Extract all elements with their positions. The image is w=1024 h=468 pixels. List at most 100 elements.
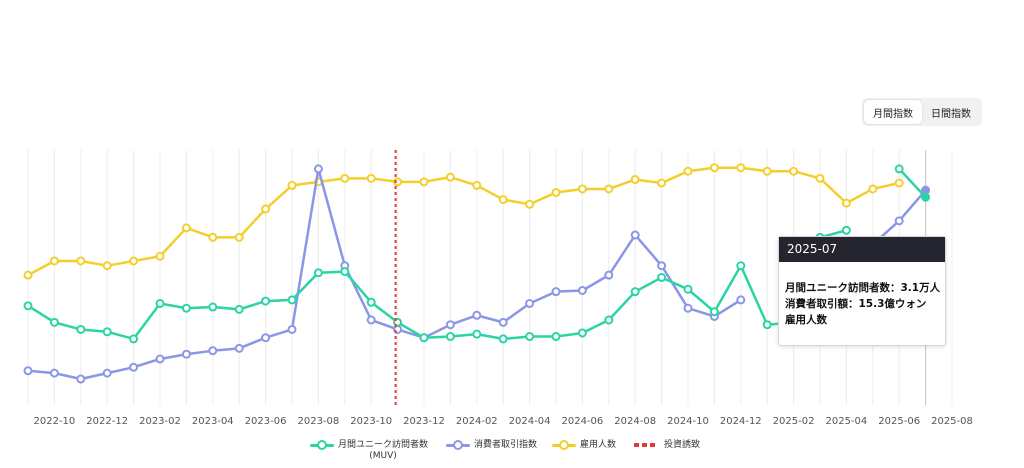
data-point-muv[interactable]: [472, 329, 482, 339]
data-point-employment[interactable]: [789, 166, 799, 176]
data-point-muv[interactable]: [445, 332, 455, 342]
legend-item-investment[interactable]: 投資誘致: [634, 440, 700, 451]
data-point-consumer[interactable]: [181, 349, 191, 359]
data-point-muv[interactable]: [841, 225, 851, 235]
data-point-employment[interactable]: [815, 173, 825, 183]
data-point-muv[interactable]: [577, 328, 587, 338]
data-point-consumer[interactable]: [208, 346, 218, 356]
data-point-consumer[interactable]: [630, 230, 640, 240]
tooltip-consumer-line: 消費者取引額：15.3億ウォン: [785, 298, 927, 310]
data-point-consumer[interactable]: [894, 216, 904, 226]
data-point-employment[interactable]: [604, 184, 614, 194]
data-point-consumer[interactable]: [129, 362, 139, 372]
data-point-consumer[interactable]: [313, 164, 323, 174]
data-point-employment[interactable]: [208, 232, 218, 242]
data-point-consumer[interactable]: [287, 324, 297, 334]
data-point-muv[interactable]: [155, 298, 165, 308]
monthly-index-button[interactable]: 月間指数: [864, 100, 922, 124]
data-point-muv[interactable]: [261, 296, 271, 306]
data-point-muv[interactable]: [630, 287, 640, 297]
data-point-employment[interactable]: [683, 166, 693, 176]
legend-item-employment[interactable]: 雇用人数: [552, 440, 616, 451]
data-point-muv[interactable]: [181, 303, 191, 313]
data-point-muv[interactable]: [736, 261, 746, 271]
data-point-employment[interactable]: [49, 256, 59, 266]
data-point-consumer[interactable]: [577, 285, 587, 295]
data-point-employment[interactable]: [525, 199, 535, 209]
x-tick-label: 2024-06: [562, 416, 604, 427]
data-point-muv[interactable]: [419, 333, 429, 343]
data-point-employment[interactable]: [287, 180, 297, 190]
data-point-employment[interactable]: [472, 180, 482, 190]
daily-index-button[interactable]: 日間指数: [931, 108, 971, 120]
data-point-employment[interactable]: [366, 173, 376, 183]
data-point-consumer[interactable]: [683, 303, 693, 313]
data-point-muv[interactable]: [498, 334, 508, 344]
data-point-muv[interactable]: [102, 327, 112, 337]
data-point-muv[interactable]: [657, 273, 667, 282]
data-point-muv[interactable]: [313, 268, 323, 278]
x-tick-label: 2024-02: [456, 416, 498, 427]
data-point-muv[interactable]: [287, 295, 297, 305]
data-point-employment[interactable]: [630, 175, 640, 185]
data-point-muv[interactable]: [683, 284, 693, 294]
data-point-consumer[interactable]: [102, 368, 112, 378]
data-point-muv[interactable]: [366, 297, 376, 307]
data-point-employment[interactable]: [76, 256, 86, 266]
data-point-muv-active[interactable]: [921, 192, 931, 202]
data-point-employment[interactable]: [261, 204, 271, 214]
data-point-consumer[interactable]: [366, 315, 376, 325]
data-point-employment[interactable]: [129, 256, 139, 266]
data-point-consumer[interactable]: [155, 354, 165, 364]
data-point-employment[interactable]: [498, 195, 508, 205]
data-point-muv[interactable]: [525, 332, 535, 342]
data-point-consumer[interactable]: [551, 287, 561, 297]
data-point-employment[interactable]: [419, 177, 429, 187]
data-point-employment[interactable]: [181, 223, 191, 233]
data-point-consumer[interactable]: [445, 320, 455, 330]
data-point-consumer[interactable]: [498, 317, 508, 327]
data-point-consumer[interactable]: [736, 295, 746, 305]
data-point-consumer-active[interactable]: [921, 185, 931, 195]
data-point-muv[interactable]: [604, 315, 614, 325]
data-point-consumer[interactable]: [525, 298, 535, 308]
data-point-employment[interactable]: [234, 232, 244, 242]
x-tick-label: 2025-06: [878, 416, 920, 427]
data-point-employment[interactable]: [657, 178, 667, 188]
data-point-employment[interactable]: [868, 184, 878, 194]
data-point-muv[interactable]: [551, 332, 561, 342]
data-point-employment[interactable]: [736, 163, 746, 173]
data-point-employment[interactable]: [762, 166, 772, 176]
data-point-employment[interactable]: [23, 270, 33, 280]
legend-item-consumer[interactable]: 消費者取引指数: [446, 440, 537, 451]
data-point-muv[interactable]: [894, 164, 904, 174]
data-point-muv[interactable]: [23, 301, 33, 311]
data-point-employment[interactable]: [445, 172, 455, 182]
data-point-employment[interactable]: [894, 178, 904, 188]
data-point-consumer[interactable]: [604, 270, 614, 280]
data-point-employment[interactable]: [551, 188, 561, 197]
data-point-employment[interactable]: [577, 184, 587, 194]
data-point-muv[interactable]: [762, 320, 772, 330]
data-point-muv[interactable]: [709, 307, 719, 317]
data-point-consumer[interactable]: [234, 343, 244, 353]
data-point-muv[interactable]: [49, 317, 59, 327]
data-point-consumer[interactable]: [76, 374, 86, 384]
data-point-employment[interactable]: [709, 163, 719, 173]
data-point-consumer[interactable]: [261, 333, 271, 343]
data-point-muv[interactable]: [234, 304, 244, 314]
data-point-muv[interactable]: [129, 334, 139, 344]
legend-item-muv[interactable]: 月間ユニーク訪問者数 (MUV): [310, 440, 428, 462]
data-point-employment[interactable]: [340, 173, 350, 183]
data-point-employment[interactable]: [102, 261, 112, 271]
x-tick-label: 2024-04: [509, 416, 551, 427]
data-point-consumer[interactable]: [49, 368, 59, 378]
data-point-consumer[interactable]: [23, 366, 33, 376]
data-point-consumer[interactable]: [472, 310, 482, 320]
data-point-employment[interactable]: [155, 251, 165, 261]
data-point-consumer[interactable]: [657, 261, 667, 271]
data-point-muv[interactable]: [76, 324, 86, 334]
data-point-muv[interactable]: [340, 267, 350, 277]
data-point-muv[interactable]: [208, 302, 218, 312]
data-point-employment[interactable]: [841, 198, 851, 208]
